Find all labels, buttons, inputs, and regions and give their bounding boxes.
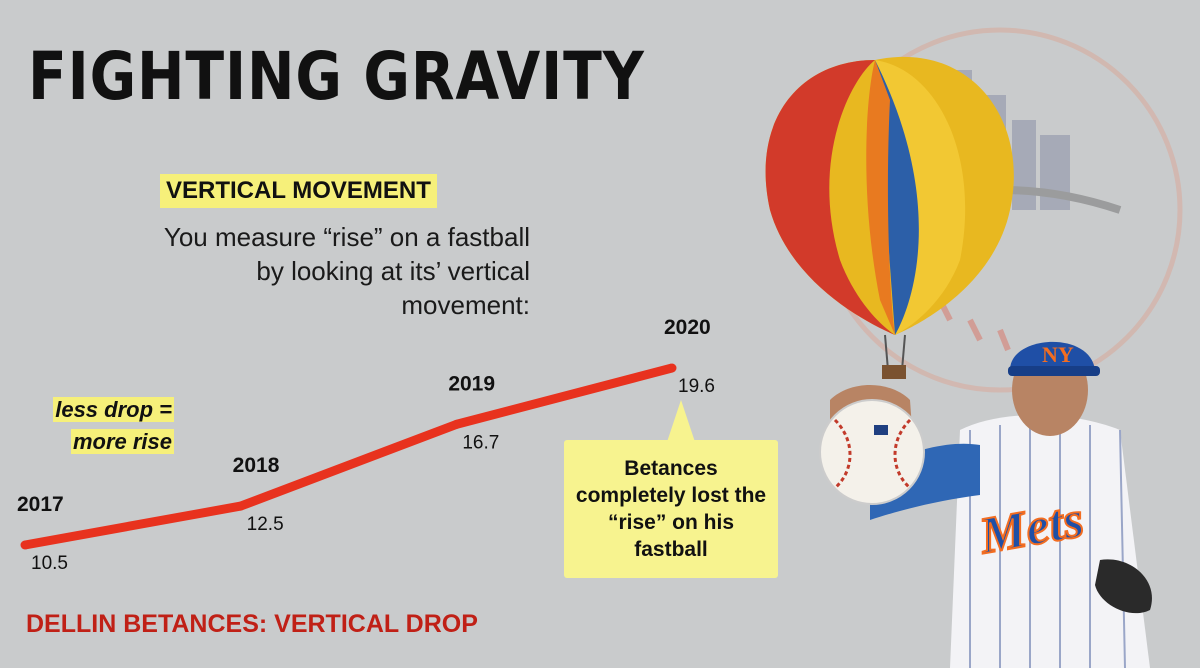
data-point (20, 540, 30, 550)
data-point (451, 419, 461, 429)
rise-note: less drop = more rise (22, 394, 174, 458)
data-point (236, 501, 246, 511)
value-label: 16.7 (462, 432, 499, 453)
value-label: 10.5 (31, 553, 68, 574)
explainer-text: You measure “rise” on a fastball by look… (163, 222, 530, 320)
svg-text:NY: NY (1042, 342, 1074, 367)
value-label: 19.6 (678, 376, 715, 397)
series-line (24, 363, 674, 550)
hot-air-balloon-icon (765, 56, 1014, 379)
value-label: 12.5 (247, 514, 284, 535)
callout-box: Betances completely lost the “rise” on h… (564, 440, 778, 578)
data-point (667, 363, 677, 373)
chart-footer-title: DELLIN BETANCES: VERTICAL DROP (26, 610, 478, 638)
category-label: 2017 (17, 493, 64, 516)
page-title: FIGHTING GRAVITY (28, 38, 645, 115)
section-label: VERTICAL MOVEMENT (160, 174, 437, 208)
rise-note-line1: less drop = (53, 397, 174, 422)
category-label: 2020 (664, 316, 711, 339)
mets-cap-icon: NY (1008, 341, 1100, 376)
category-label: 2019 (448, 372, 495, 395)
baseball-icon (819, 399, 925, 505)
pitcher-figure: NY Mets (819, 341, 1152, 668)
rise-note-line2: more rise (70, 429, 174, 454)
illustration: NY Mets (765, 27, 1183, 668)
callout-pointer (667, 400, 695, 442)
line-chart: 2017 10.5 2018 12.5 2019 16.7 2020 19.6 (17, 316, 715, 574)
category-label: 2018 (233, 454, 280, 477)
